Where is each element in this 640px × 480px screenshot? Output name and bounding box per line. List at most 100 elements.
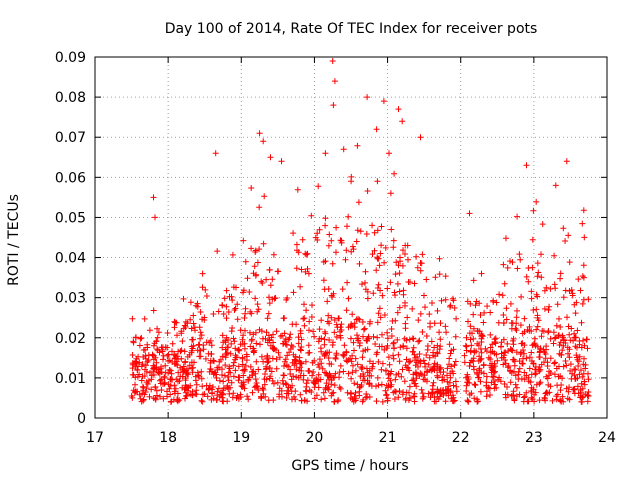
data-point bbox=[411, 398, 418, 405]
data-point bbox=[573, 299, 580, 306]
data-point bbox=[463, 374, 470, 381]
data-point bbox=[383, 391, 390, 398]
data-point bbox=[168, 398, 175, 405]
data-point bbox=[345, 370, 352, 377]
data-point bbox=[314, 377, 321, 384]
data-point bbox=[276, 385, 283, 392]
data-point bbox=[345, 357, 352, 363]
data-point bbox=[285, 363, 292, 370]
data-point bbox=[409, 348, 416, 355]
data-point bbox=[225, 373, 232, 380]
data-point bbox=[376, 262, 383, 269]
data-point bbox=[434, 372, 441, 379]
data-point bbox=[378, 223, 385, 230]
data-point bbox=[239, 355, 246, 362]
data-point bbox=[398, 373, 405, 380]
data-point bbox=[323, 380, 330, 387]
outlier-point bbox=[267, 154, 274, 161]
data-point bbox=[329, 260, 336, 267]
data-point bbox=[444, 365, 451, 372]
data-point bbox=[252, 329, 259, 336]
data-point bbox=[400, 287, 407, 294]
data-point bbox=[434, 361, 441, 368]
data-point bbox=[321, 336, 328, 343]
data-point bbox=[253, 358, 260, 365]
data-point bbox=[133, 388, 139, 395]
data-point bbox=[166, 366, 173, 373]
data-point bbox=[451, 362, 458, 369]
data-point bbox=[411, 380, 418, 387]
data-point bbox=[556, 350, 563, 357]
data-point bbox=[335, 397, 342, 403]
data-point bbox=[143, 362, 149, 369]
outlier-point bbox=[399, 118, 406, 125]
data-point bbox=[500, 361, 507, 368]
data-point bbox=[325, 312, 332, 319]
data-point bbox=[273, 328, 280, 335]
data-point bbox=[360, 326, 367, 333]
data-point bbox=[167, 367, 174, 374]
data-point bbox=[197, 329, 204, 336]
data-point bbox=[162, 362, 169, 369]
data-point bbox=[558, 398, 565, 405]
data-point bbox=[252, 376, 259, 383]
data-point bbox=[316, 326, 323, 333]
x-tick-label: 18 bbox=[159, 430, 177, 446]
data-point bbox=[235, 377, 242, 384]
data-point bbox=[532, 389, 539, 396]
data-point bbox=[557, 324, 564, 330]
data-point bbox=[566, 396, 573, 403]
data-point bbox=[261, 381, 268, 388]
data-point bbox=[321, 352, 328, 358]
data-point bbox=[194, 303, 201, 310]
data-point bbox=[392, 292, 398, 299]
data-point bbox=[545, 307, 552, 313]
data-point bbox=[409, 377, 416, 384]
data-point bbox=[580, 393, 587, 400]
data-point bbox=[208, 342, 215, 349]
data-point bbox=[297, 283, 304, 290]
data-point bbox=[419, 329, 426, 335]
data-point bbox=[343, 247, 350, 254]
data-point bbox=[281, 363, 287, 369]
data-point bbox=[379, 398, 386, 405]
data-point bbox=[364, 188, 371, 194]
data-point bbox=[513, 320, 520, 327]
data-point bbox=[501, 280, 508, 287]
data-point bbox=[467, 336, 474, 343]
data-point bbox=[305, 270, 312, 277]
data-point bbox=[393, 388, 399, 395]
data-point bbox=[253, 340, 260, 347]
data-point bbox=[378, 343, 385, 350]
data-point bbox=[379, 360, 386, 367]
data-point bbox=[177, 348, 184, 355]
data-point bbox=[283, 362, 290, 369]
data-point bbox=[330, 389, 337, 396]
data-point bbox=[511, 397, 518, 404]
data-point bbox=[394, 309, 401, 316]
data-point bbox=[448, 347, 455, 354]
data-point bbox=[160, 395, 167, 402]
data-point bbox=[523, 389, 530, 396]
data-point bbox=[413, 253, 420, 260]
data-point bbox=[470, 325, 477, 332]
data-point bbox=[529, 264, 536, 271]
data-point bbox=[402, 299, 408, 306]
data-point bbox=[516, 251, 523, 258]
data-point bbox=[268, 368, 275, 375]
data-point bbox=[196, 341, 203, 348]
data-point bbox=[301, 315, 308, 322]
data-point bbox=[280, 381, 287, 387]
data-point bbox=[535, 269, 542, 276]
data-point bbox=[442, 398, 449, 405]
data-point bbox=[148, 386, 155, 393]
data-point bbox=[410, 344, 417, 351]
data-point bbox=[505, 363, 512, 369]
data-point bbox=[540, 328, 547, 335]
data-point bbox=[328, 361, 335, 368]
data-point bbox=[410, 371, 417, 378]
data-point bbox=[538, 251, 544, 258]
data-point bbox=[517, 256, 524, 263]
data-point bbox=[467, 323, 474, 330]
data-point bbox=[308, 314, 315, 320]
